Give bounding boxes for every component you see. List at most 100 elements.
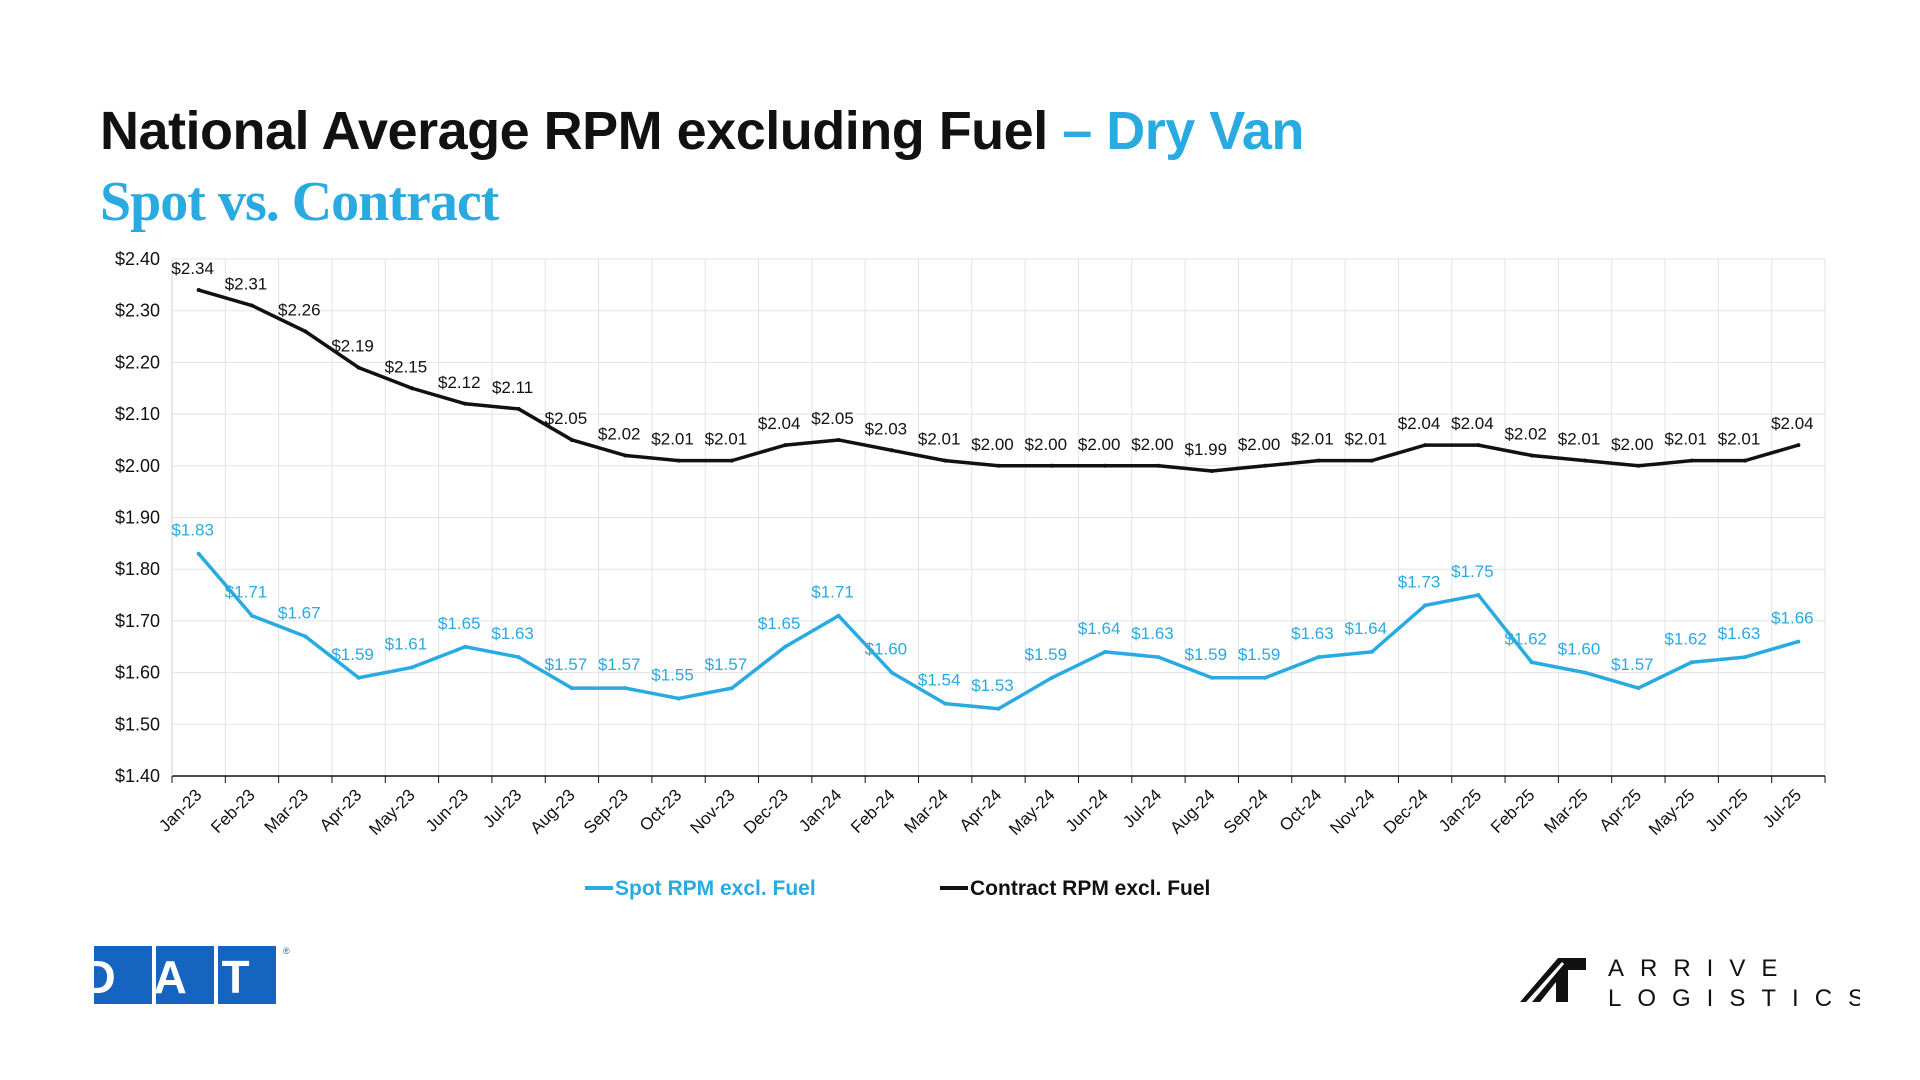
svg-text:®: ®	[283, 946, 290, 956]
data-point	[836, 613, 841, 618]
data-point	[516, 655, 521, 660]
data-point	[1423, 603, 1428, 608]
data-point	[1156, 463, 1161, 468]
data-point	[1583, 458, 1588, 463]
data-point	[1049, 463, 1054, 468]
data-label: $2.01	[1344, 430, 1387, 449]
data-label: $1.65	[438, 614, 481, 633]
y-tick-label: $2.30	[115, 301, 160, 321]
data-point	[1796, 443, 1801, 448]
y-tick-label: $1.40	[115, 766, 160, 786]
data-point	[1103, 649, 1108, 654]
x-tick-label: Oct-24	[1276, 785, 1326, 835]
data-point	[1636, 686, 1641, 691]
data-label: $2.05	[545, 409, 588, 428]
data-label: $2.19	[331, 337, 374, 356]
dat-logo-letters: DAT ®	[82, 946, 290, 1004]
data-point	[943, 458, 948, 463]
data-label: $1.59	[331, 645, 374, 664]
data-point	[836, 437, 841, 442]
data-label: $1.63	[1131, 624, 1174, 643]
data-label: $1.57	[1611, 655, 1654, 674]
arrive-logo-mark-icon	[1520, 958, 1586, 1002]
x-tick-label: Feb-24	[847, 785, 899, 837]
x-tick-label: Apr-25	[1596, 785, 1646, 835]
data-label: $2.01	[1291, 430, 1334, 449]
y-tick-label: $1.70	[115, 611, 160, 631]
data-point	[303, 634, 308, 639]
y-tick-label: $2.10	[115, 404, 160, 424]
data-point	[1689, 660, 1694, 665]
data-point	[463, 401, 468, 406]
data-label: $1.54	[918, 671, 961, 690]
data-point	[1369, 458, 1374, 463]
data-label: $2.05	[811, 409, 854, 428]
x-tick-label: Dec-24	[1380, 785, 1432, 837]
data-label: $1.64	[1078, 619, 1121, 638]
data-label: $2.26	[278, 300, 321, 319]
x-tick-label: Feb-23	[207, 785, 259, 837]
data-point	[516, 406, 521, 411]
data-label: $1.67	[278, 603, 321, 622]
data-label: $2.04	[1398, 414, 1441, 433]
data-label: $1.57	[545, 655, 588, 674]
data-label: $1.62	[1664, 629, 1707, 648]
x-tick-label: Sep-23	[580, 785, 632, 837]
data-label: $1.61	[385, 634, 428, 653]
data-label: $1.73	[1398, 572, 1441, 591]
arrive-logo-line1: ARRIVE	[1608, 955, 1793, 982]
data-label: $2.00	[971, 435, 1014, 454]
data-point	[1583, 670, 1588, 675]
data-point	[1743, 458, 1748, 463]
data-point	[676, 458, 681, 463]
x-tick-label: Mar-23	[261, 785, 313, 837]
data-point	[889, 670, 894, 675]
data-label: $2.03	[865, 419, 908, 438]
y-tick-label: $1.50	[115, 714, 160, 734]
legend-label-spot: Spot RPM excl. Fuel	[615, 877, 816, 900]
data-label: $1.71	[225, 583, 268, 602]
data-point	[1049, 675, 1054, 680]
data-label: $2.01	[1664, 430, 1707, 449]
data-label: $1.59	[1025, 645, 1068, 664]
data-point	[569, 437, 574, 442]
chart-title-main: National Average RPM excluding Fuel	[100, 101, 1048, 161]
data-point	[996, 706, 1001, 711]
data-point	[729, 686, 734, 691]
data-label: $2.01	[1718, 430, 1761, 449]
data-point	[1103, 463, 1108, 468]
y-tick-label: $1.80	[115, 559, 160, 579]
data-point	[303, 329, 308, 334]
data-point	[1796, 639, 1801, 644]
data-point	[1263, 463, 1268, 468]
arrive-logo-line2: LOGISTICS	[1608, 985, 1860, 1010]
data-label: $1.63	[491, 624, 534, 643]
data-label: $1.83	[171, 521, 214, 540]
data-point	[409, 386, 414, 391]
data-label: $1.71	[811, 583, 854, 602]
data-point	[1369, 649, 1374, 654]
x-tick-label: Jan-23	[155, 785, 205, 835]
data-point	[249, 303, 254, 308]
data-point	[463, 644, 468, 649]
data-label: $2.01	[651, 430, 694, 449]
chart-title: National Average RPM excluding Fuel – Dr…	[100, 100, 1304, 162]
x-tick-label: May-23	[365, 785, 419, 839]
y-tick-label: $2.40	[115, 249, 160, 269]
data-label: $1.59	[1238, 645, 1281, 664]
data-label: $2.00	[1131, 435, 1174, 454]
data-label: $2.15	[385, 357, 428, 376]
x-tick-label: May-24	[1005, 785, 1059, 839]
data-point	[1476, 593, 1481, 598]
data-label: $2.02	[1504, 424, 1547, 443]
data-point	[569, 686, 574, 691]
data-label: $2.00	[1078, 435, 1121, 454]
data-label: $1.60	[1558, 640, 1601, 659]
data-label: $1.53	[971, 676, 1014, 695]
x-tick-label: May-25	[1645, 785, 1699, 839]
dat-logo-text: DAT	[94, 951, 288, 1003]
data-label: $2.00	[1025, 435, 1068, 454]
data-label: $1.60	[865, 640, 908, 659]
data-point	[1156, 655, 1161, 660]
